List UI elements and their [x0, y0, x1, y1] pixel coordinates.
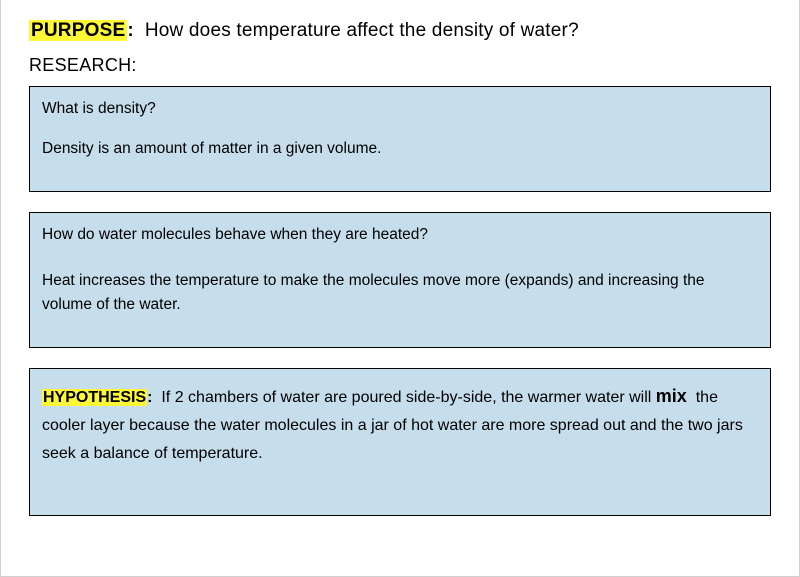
hypothesis-pre-text: If 2 chambers of water are poured side-b…: [161, 389, 651, 406]
hypothesis-label: HYPOTHESIS: [42, 389, 147, 406]
hypothesis-box: HYPOTHESIS: If 2 chambers of water are p…: [29, 368, 771, 516]
research-answer-1: Density is an amount of matter in a give…: [42, 137, 758, 161]
hypothesis-emph-word: mix: [656, 386, 687, 406]
purpose-heading: PURPOSE: How does temperature affect the…: [29, 18, 771, 45]
research-box-2: How do water molecules behave when they …: [29, 212, 771, 348]
research-answer-2: Heat increases the temperature to make t…: [42, 269, 758, 317]
research-box-1: What is density? Density is an amount of…: [29, 86, 771, 192]
purpose-label: PURPOSE: [29, 20, 127, 41]
research-label: RESEARCH:: [29, 55, 771, 76]
research-question-2: How do water molecules behave when they …: [42, 223, 758, 247]
research-question-1: What is density?: [42, 97, 758, 121]
purpose-text: How does temperature affect the density …: [145, 20, 579, 41]
